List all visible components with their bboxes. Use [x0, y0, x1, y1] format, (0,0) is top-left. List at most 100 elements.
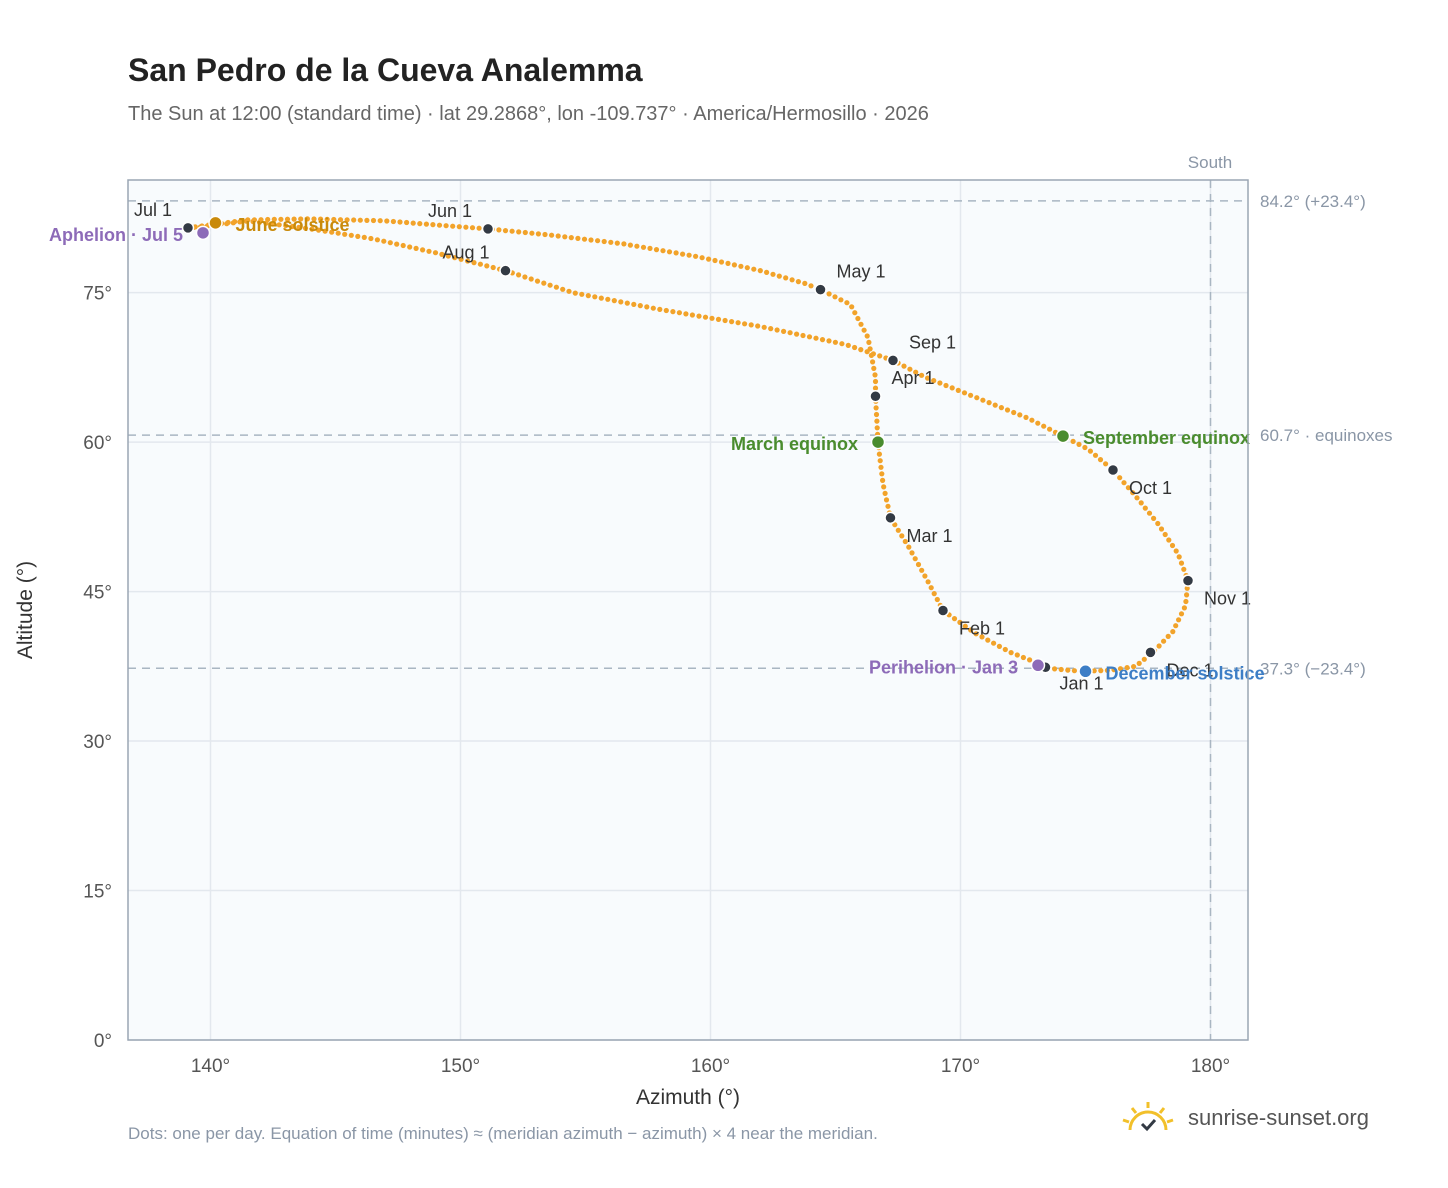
daily-sun-dot [961, 390, 968, 396]
daily-sun-dot [598, 295, 604, 301]
daily-sun-dot [1058, 666, 1064, 673]
daily-sun-dot [808, 283, 814, 289]
daily-sun-dot [680, 251, 686, 257]
daily-sun-dot [742, 321, 748, 327]
daily-sun-dot [931, 378, 937, 384]
chart-title: San Pedro de la Cueva Analemma [128, 52, 643, 88]
daily-sun-dot [377, 218, 383, 224]
daily-sun-dot [885, 503, 891, 509]
event-label: June solstice [236, 215, 350, 235]
daily-sun-dot [1176, 617, 1182, 623]
daily-sun-dot [951, 616, 958, 622]
daily-sun-dot [1162, 531, 1168, 538]
brand[interactable]: sunrise-sunset.org [1120, 1100, 1369, 1136]
daily-sun-dot [1029, 417, 1035, 423]
event-marker [1078, 664, 1093, 679]
daily-sun-dot [1178, 560, 1185, 566]
daily-sun-dot [731, 262, 738, 268]
daily-sun-dot [1104, 667, 1110, 674]
daily-sun-dot [1156, 643, 1162, 649]
daily-sun-dot [861, 327, 867, 333]
daily-sun-dot [547, 282, 553, 288]
daily-sun-dot [867, 346, 873, 352]
south-label: South [1188, 153, 1232, 172]
daily-sun-dot [390, 218, 396, 225]
daily-sun-dot [477, 261, 483, 267]
daily-sun-dot [1041, 423, 1047, 429]
daily-sun-dot [871, 365, 877, 371]
daily-sun-dot [465, 258, 471, 264]
daily-sun-dot [471, 260, 477, 266]
daily-sun-dot [729, 319, 735, 325]
daily-sun-dot [381, 238, 387, 244]
event-label: September equinox [1083, 428, 1250, 448]
daily-sun-dot [1173, 623, 1179, 629]
daily-sun-dot [1092, 452, 1099, 458]
daily-sun-dot [666, 249, 673, 255]
daily-sun-dot [915, 561, 922, 568]
daily-sun-dot [852, 310, 858, 316]
daily-sun-dot [298, 216, 304, 222]
daily-sun-dot [1103, 461, 1109, 467]
daily-sun-dot [355, 233, 361, 239]
daily-sun-dot [278, 216, 284, 222]
footnote: Dots: one per day. Equation of time (min… [128, 1124, 878, 1143]
daily-sun-dot [572, 290, 578, 296]
daily-sun-dot [516, 229, 522, 235]
month-marker [814, 283, 827, 296]
daily-sun-dot [670, 309, 676, 315]
daily-sun-dot [877, 458, 883, 464]
month-label: May 1 [837, 262, 886, 282]
daily-sun-dot [715, 316, 722, 322]
daily-sun-dot [878, 464, 884, 470]
daily-sun-dot [296, 224, 302, 230]
x-axis-title: Azimuth (°) [636, 1086, 740, 1109]
daily-sun-dot [1020, 654, 1026, 661]
daily-sun-dot [1166, 537, 1172, 543]
daily-sun-dot [397, 219, 403, 225]
daily-sun-dot [1184, 585, 1190, 591]
event-marker [870, 434, 886, 450]
month-marker [884, 511, 897, 525]
daily-sun-dot [579, 291, 585, 297]
daily-sun-dot [509, 228, 515, 234]
daily-sun-dot [542, 231, 548, 238]
daily-sun-dot [289, 223, 295, 230]
daily-sun-dot [413, 245, 419, 251]
daily-sun-dot [553, 284, 560, 290]
daily-sun-dot [877, 353, 883, 359]
daily-sun-dot [657, 306, 663, 312]
x-tick-label: 170° [941, 1056, 980, 1077]
daily-sun-dot [906, 544, 912, 550]
month-marker [886, 354, 900, 367]
month-label: Nov 1 [1204, 589, 1251, 609]
daily-sun-dot [979, 634, 985, 640]
event-label: Aphelion · Jul 5 [49, 225, 183, 245]
daily-sun-dot [1138, 500, 1144, 506]
daily-sun-dot [404, 219, 410, 226]
daily-sun-dot [689, 312, 696, 318]
daily-sun-dot [283, 223, 289, 229]
daily-sun-dot [452, 255, 458, 261]
y-tick-label: 45° [83, 583, 112, 604]
x-tick-label: 180° [1191, 1056, 1230, 1077]
daily-sun-dot [238, 218, 244, 224]
daily-sun-dot [1121, 480, 1127, 486]
daily-sun-dot [271, 216, 277, 222]
y-tick-label: 15° [83, 882, 112, 903]
daily-sun-dot [650, 305, 656, 311]
daily-sun-dot [522, 274, 528, 280]
daily-sun-dot [725, 260, 731, 266]
daily-sun-dot [311, 216, 317, 222]
daily-sun-dot [568, 235, 574, 241]
daily-sun-dot [1047, 426, 1053, 432]
daily-sun-dot [225, 219, 231, 226]
daily-sun-dot [872, 378, 879, 385]
daily-sun-dot [794, 331, 800, 337]
daily-sun-dot [709, 315, 715, 321]
daily-sun-dot [1183, 598, 1189, 605]
daily-sun-dot [463, 224, 469, 230]
daily-sun-dot [251, 217, 257, 223]
month-label: Jun 1 [428, 201, 472, 221]
daily-sun-dot [1131, 664, 1137, 670]
